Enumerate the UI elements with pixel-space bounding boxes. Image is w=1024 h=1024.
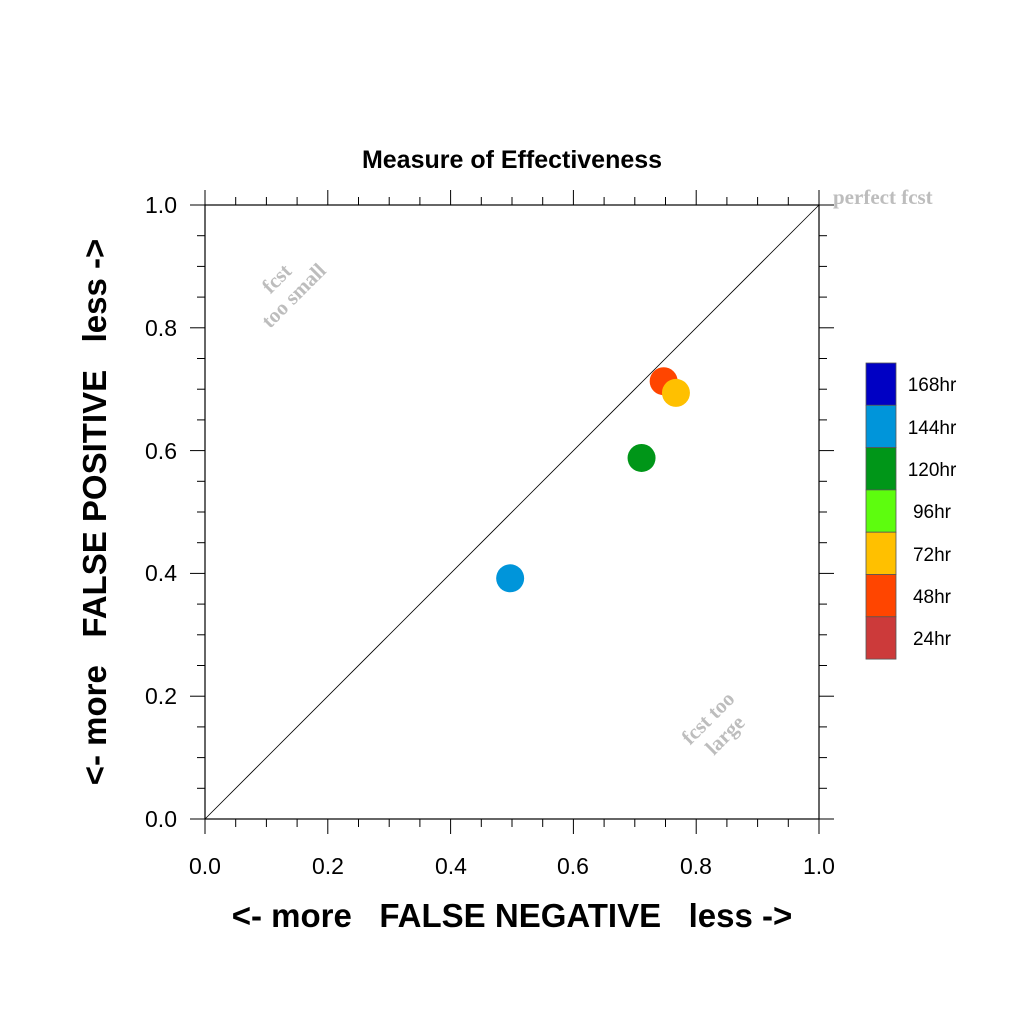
diagonal-line [204, 204, 820, 820]
tick-marks [190, 190, 834, 834]
y-tick-label: 0.4 [145, 560, 177, 586]
legend-label-48hr: 48hr [913, 587, 952, 608]
y-tick-label: 0.2 [145, 683, 177, 709]
y-tick-label: 0.0 [145, 806, 177, 832]
data-point-144hr [496, 564, 525, 593]
x-tick-label: 0.6 [557, 853, 589, 879]
legend-swatch-96hr [865, 489, 897, 533]
x-tick-labels: 0.0 0.2 0.4 0.6 0.8 1.0 [189, 853, 835, 879]
data-point-120hr [627, 443, 656, 472]
too-large-annotation: fcst too large [677, 687, 750, 760]
y-tick-label: 0.8 [145, 315, 177, 341]
y-tick-labels: 0.0 0.2 0.4 0.6 0.8 1.0 [145, 192, 177, 832]
y-axis-label: <- more FALSE POSITIVE less -> [76, 239, 113, 786]
chart-title: Measure of Effectiveness [362, 146, 662, 174]
legend-swatch-144hr [865, 404, 897, 448]
legend-swatch-24hr [865, 616, 897, 660]
x-tick-label: 1.0 [803, 853, 835, 879]
legend-label-72hr: 72hr [913, 545, 952, 566]
legend-swatch-48hr [865, 574, 897, 618]
x-tick-label: 0.8 [680, 853, 712, 879]
x-tick-label: 0.4 [435, 853, 467, 879]
legend: 168hr 144hr 120hr 96hr 72hr 48hr 24hr [865, 362, 957, 660]
x-tick-label: 0.2 [312, 853, 344, 879]
y-tick-label: 0.6 [145, 438, 177, 464]
too-small-annotation: fcst too small [256, 258, 330, 332]
legend-swatch-168hr [865, 362, 897, 406]
data-points [496, 367, 690, 593]
legend-label-144hr: 144hr [908, 418, 957, 439]
legend-label-120hr: 120hr [908, 460, 957, 481]
legend-swatch-120hr [865, 447, 897, 491]
perfect-forecast-annotation: perfect fcst [833, 185, 933, 209]
y-tick-label: 1.0 [145, 192, 177, 218]
legend-swatch-72hr [865, 531, 897, 575]
x-tick-label: 0.0 [189, 853, 221, 879]
legend-label-96hr: 96hr [913, 502, 952, 523]
data-point-72hr [661, 378, 690, 407]
legend-label-168hr: 168hr [908, 375, 957, 396]
legend-label-24hr: 24hr [913, 629, 952, 650]
x-axis-label: <- more FALSE NEGATIVE less -> [232, 897, 793, 934]
